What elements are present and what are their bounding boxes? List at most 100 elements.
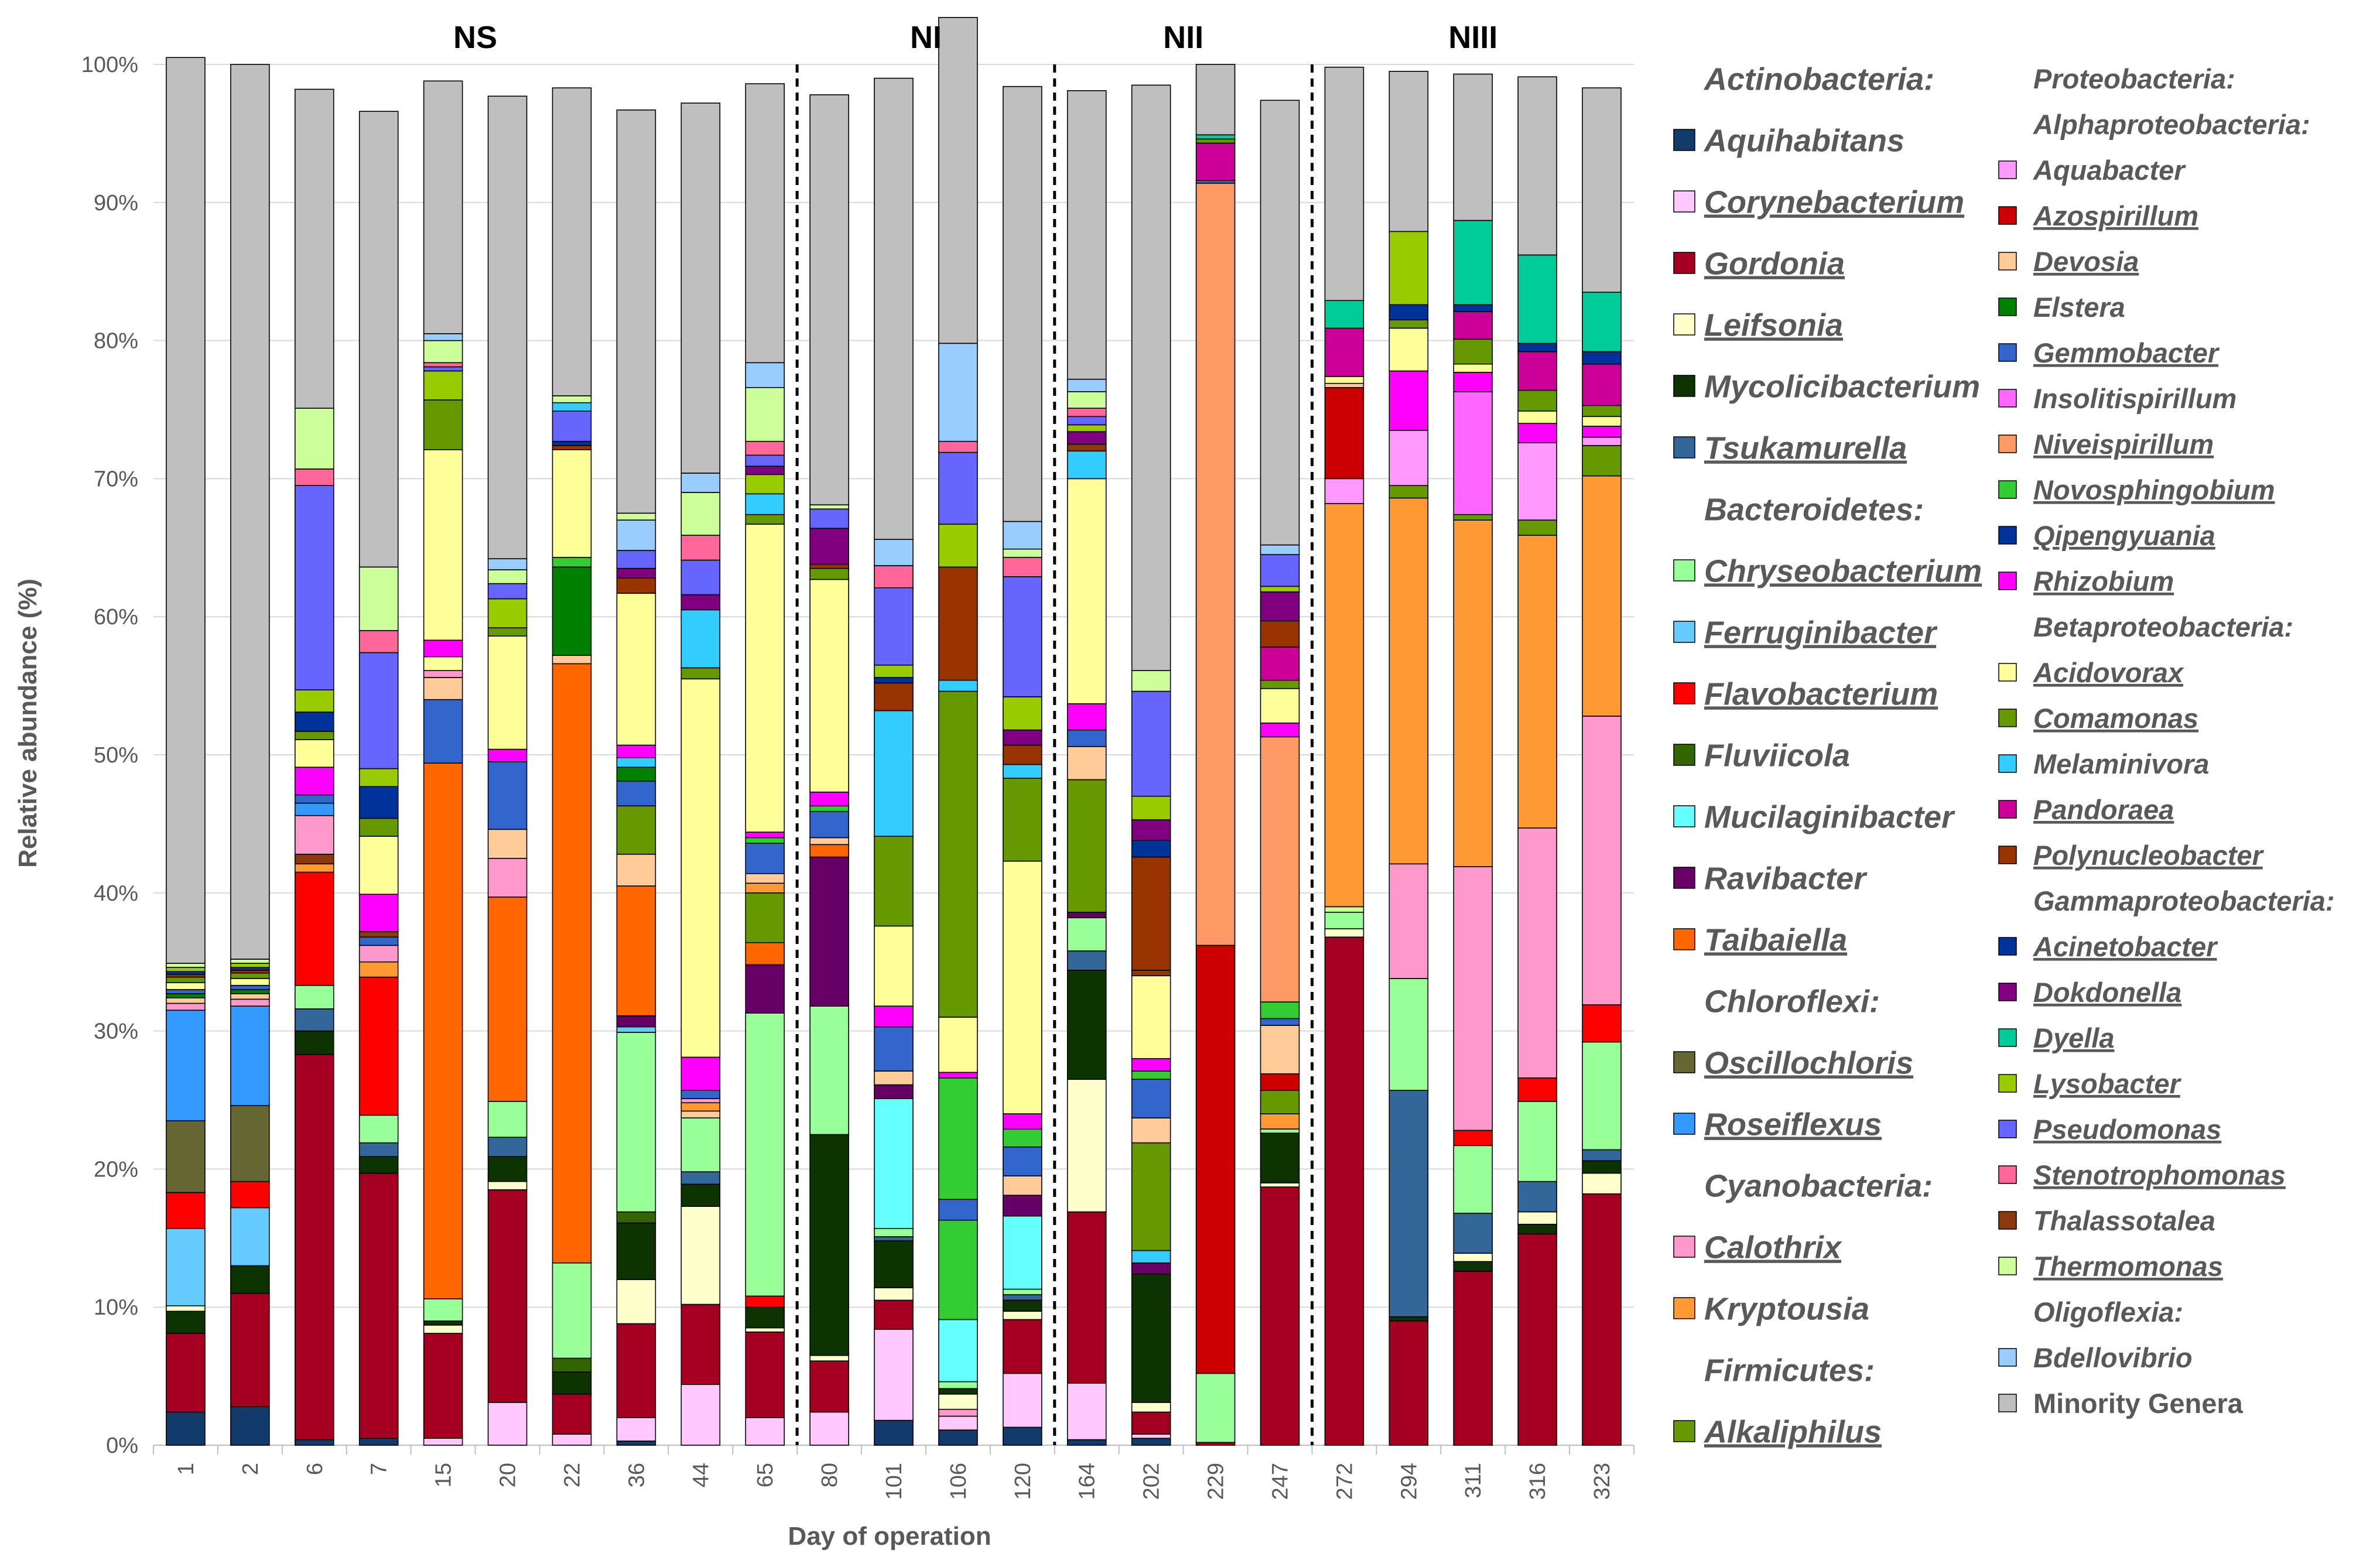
bar-segment-gordonia xyxy=(294,1053,334,1441)
bar-segment-chryseobacterium xyxy=(809,1005,849,1135)
bar-segment-chryseobacterium xyxy=(1260,1128,1300,1134)
bar-segment-thalassotalea xyxy=(1066,443,1107,452)
bar-segment-rhizobium xyxy=(487,748,528,762)
legend-group-betaproteobacteria: Betaproteobacteria: xyxy=(2033,611,2293,642)
bar-segment-dyella xyxy=(1453,220,1493,306)
bar-segment-acinetobacter xyxy=(1517,343,1557,353)
bar-segment-flavobacterium xyxy=(358,976,399,1116)
bar-segment-leifsonia xyxy=(1517,1211,1557,1225)
bar-segment-thermomonas xyxy=(166,963,206,968)
legend-swatch xyxy=(1998,526,2017,545)
bar-segment-mycolicibacterium xyxy=(1003,1299,1042,1312)
x-tick-label: 2 xyxy=(238,1463,263,1475)
legend-item-thermomonas: Thermomonas xyxy=(1998,1251,2223,1282)
legend-item-azospirillum: Azospirillum xyxy=(1998,200,2198,231)
bar-segment-ferruginibacter xyxy=(230,1207,270,1267)
bar-segment-fluviicola xyxy=(552,1357,592,1373)
bar-segment-bdellovibrio xyxy=(616,519,656,551)
bar-segment-chryseobacterium xyxy=(423,1298,463,1322)
bar-segment-minority-genera xyxy=(358,111,399,568)
bar-segment-calothrix xyxy=(1453,866,1493,1131)
legend-label: Pseudomonas xyxy=(2033,1114,2221,1145)
bar-segment-flavobacterium xyxy=(230,1181,270,1209)
legend-label: Lysobacter xyxy=(2033,1068,2181,1099)
bar-segment-mycolicibacterium xyxy=(938,1388,978,1395)
bar-segment-melaminivora xyxy=(1066,450,1107,480)
bar-segment-mycolicibacterium xyxy=(1260,1133,1300,1183)
bar-segment-novosphingobium xyxy=(938,1219,978,1320)
bar-segment-comamonas xyxy=(1260,679,1300,689)
legend-item-mycolicibacterium: Mycolicibacterium xyxy=(1673,369,1980,404)
bar-segment-acidovorax xyxy=(1453,363,1493,373)
bar-segment-dokdonella xyxy=(1066,431,1107,445)
legend-swatch xyxy=(1673,252,1695,274)
bar-segment-melaminivora xyxy=(1131,1250,1171,1264)
bar-segment-niveispirillum xyxy=(1195,182,1236,946)
bar-segment-dokdonella xyxy=(1260,591,1300,622)
bar-segment-gordonia xyxy=(874,1299,914,1330)
bar-stack-day-272 xyxy=(1324,66,1365,1446)
bar-segment-kryptousia xyxy=(358,961,399,978)
legend-label: Niveispirillum xyxy=(2033,429,2214,460)
legend-group-chloroflexi: Chloroflexi: xyxy=(1704,984,1880,1019)
bar-segment-rhizobium xyxy=(423,639,463,658)
bar-segment-minority-genera xyxy=(1195,64,1236,136)
bar-segment-acidovorax xyxy=(294,739,334,768)
bar-segment-minority-genera xyxy=(1003,85,1042,522)
bar-segment-rhizobium xyxy=(938,1072,978,1079)
bar-segment-elstera xyxy=(552,566,592,656)
legend-item-elstera: Elstera xyxy=(1998,292,2125,323)
bar-segment-comamonas xyxy=(745,892,785,943)
bar-segment-lysobacter xyxy=(745,474,785,495)
y-tick-label: 60% xyxy=(94,605,138,629)
bar-segment-stenotrophomonas xyxy=(745,440,785,456)
bar-segment-dokdonella xyxy=(1003,729,1042,746)
bar-segment-mycolicibacterium xyxy=(1131,1273,1171,1403)
legend-group-alphaproteobacteria: Alphaproteobacteria: xyxy=(2033,109,2310,140)
bar-segment-tsukamurella xyxy=(1453,1213,1493,1254)
bar-segment-minority-genera xyxy=(1131,84,1171,671)
legend-item-taibaiella: Taibaiella xyxy=(1673,922,1847,957)
bar-segment-thermomonas xyxy=(809,504,849,510)
bar-segment-elstera xyxy=(616,767,656,782)
bar-segment-rhizobium xyxy=(616,744,656,758)
bar-segment-devosia xyxy=(1260,1025,1300,1075)
bar-segment-devosia xyxy=(487,829,528,859)
bar-segment-lysobacter xyxy=(1131,795,1171,820)
bar-segment-comamonas xyxy=(1131,1142,1171,1251)
legend-item-lysobacter: Lysobacter xyxy=(1998,1068,2181,1099)
bar-segment-melaminivora xyxy=(552,402,592,412)
bar-segment-bdellovibrio xyxy=(1003,521,1042,550)
bar-segment-gordonia xyxy=(1517,1233,1557,1446)
bar-segment-calothrix xyxy=(487,858,528,898)
x-tick-label: 311 xyxy=(1461,1463,1486,1498)
bar-segment-chryseobacterium xyxy=(616,1032,656,1213)
bar-segment-tsukamurella xyxy=(294,1008,334,1032)
y-tick-label: 100% xyxy=(81,53,138,77)
legend-swatch xyxy=(1998,1074,2017,1093)
bar-segment-polynucleobacter xyxy=(552,445,592,450)
bar-segment-taibaiella xyxy=(616,885,656,1017)
legend-item-thalassotalea: Thalassotalea xyxy=(1998,1205,2215,1236)
legend-group-actinobacteria: Actinobacteria: xyxy=(1703,61,1934,97)
legend-swatch xyxy=(1673,867,1695,889)
legend-label: Qipengyuania xyxy=(2033,520,2215,551)
bar-segment-chryseobacterium xyxy=(294,984,334,1010)
bar-segment-pseudomonas xyxy=(745,454,785,467)
legend-swatch xyxy=(1673,129,1695,151)
bar-segment-pseudomonas xyxy=(1131,690,1171,797)
y-tick-label: 70% xyxy=(94,467,138,491)
legend-label: Devosia xyxy=(2033,246,2139,277)
x-tick-label: 202 xyxy=(1140,1463,1164,1500)
bar-segment-pandoraea xyxy=(1260,646,1300,681)
bar-segment-corynebacterium xyxy=(616,1417,656,1442)
legend-swatch xyxy=(1673,436,1695,459)
bar-segment-ravibacter xyxy=(745,964,785,1014)
legend-swatch xyxy=(1998,709,2017,727)
bar-segment-leifsonia xyxy=(809,1354,849,1361)
bar-segment-dokdonella xyxy=(809,528,849,565)
bar-segment-bdellovibrio xyxy=(681,473,721,493)
bar-segment-acidovorax xyxy=(166,982,206,990)
legend-label: Roseiflexus xyxy=(1704,1107,1882,1142)
legend-item-leifsonia: Leifsonia xyxy=(1673,307,1843,343)
